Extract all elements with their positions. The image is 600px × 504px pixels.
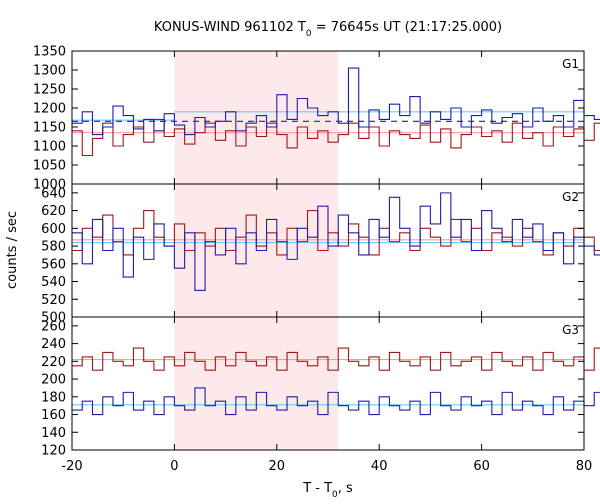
panel-frame-g3 bbox=[71, 316, 585, 451]
panel-label-g2: G2 bbox=[562, 190, 579, 204]
y-tick-label: 120 bbox=[41, 444, 66, 459]
y-tick-label: 520 bbox=[41, 293, 66, 308]
x-tick-label: 20 bbox=[269, 459, 286, 474]
y-tick-label: 1350 bbox=[33, 45, 66, 60]
y-tick-label: 1300 bbox=[33, 64, 66, 79]
y-tick-label: 220 bbox=[41, 355, 66, 370]
x-tick-label: 80 bbox=[576, 459, 593, 474]
y-tick-label: 260 bbox=[41, 319, 66, 334]
y-tick-label: 200 bbox=[41, 373, 66, 388]
y-tick-label: 140 bbox=[41, 426, 66, 441]
x-axis-title: T - T0, s bbox=[302, 481, 353, 500]
y-tick-label: 1000 bbox=[33, 178, 66, 193]
y-axis-title: counts / sec bbox=[5, 211, 20, 289]
x-tick-label: -20 bbox=[61, 459, 82, 474]
panel-label-g3: G3 bbox=[562, 323, 579, 337]
y-tick-label: 1200 bbox=[33, 102, 66, 117]
y-tick-label: 500 bbox=[41, 311, 66, 326]
title-main: KONUS-WIND 961102 T bbox=[154, 20, 306, 35]
y-tick-label: 1050 bbox=[33, 159, 66, 174]
x-axis-title-subscript: 0 bbox=[332, 490, 338, 500]
title-subscript: 0 bbox=[306, 29, 312, 39]
y-tick-label: 620 bbox=[41, 204, 66, 219]
y-tick-label: 1250 bbox=[33, 83, 66, 98]
x-axis-title-rest: , s bbox=[338, 481, 353, 496]
y-tick-label: 1100 bbox=[33, 140, 66, 155]
y-tick-label: 640 bbox=[41, 186, 66, 201]
chart-title: KONUS-WIND 961102 T0 = 76645s UT (21:17:… bbox=[154, 20, 502, 39]
y-tick-label: 600 bbox=[41, 222, 66, 237]
panel-label-g1: G1 bbox=[562, 57, 579, 71]
title-rest: = 76645s UT (21:17:25.000) bbox=[312, 20, 502, 35]
text-layer: KONUS-WIND 961102 T0 = 76645s UT (21:17:… bbox=[5, 20, 592, 500]
x-tick-label: 0 bbox=[170, 459, 178, 474]
y-tick-label: 580 bbox=[41, 240, 66, 255]
frame-layer bbox=[71, 50, 585, 451]
y-tick-label: 240 bbox=[41, 337, 66, 352]
x-axis-title-main: T - T bbox=[302, 481, 332, 496]
x-tick-label: 40 bbox=[371, 459, 388, 474]
x-tick-label: 60 bbox=[473, 459, 490, 474]
y-tick-label: 1150 bbox=[33, 121, 66, 136]
y-tick-label: 560 bbox=[41, 257, 66, 272]
y-tick-label: 160 bbox=[41, 408, 66, 423]
y-tick-label: 540 bbox=[41, 275, 66, 290]
y-tick-label: 180 bbox=[41, 390, 66, 405]
